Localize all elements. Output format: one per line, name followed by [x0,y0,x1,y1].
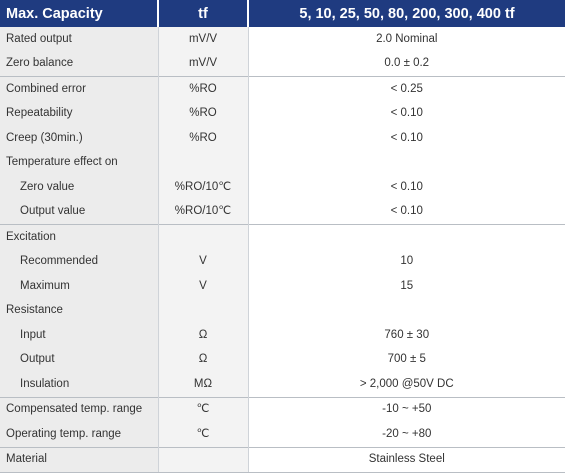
row-value: 2.0 Nominal [248,27,565,52]
row-label: Recommended [0,249,159,274]
row-label: Creep (30min.) [0,126,159,151]
row-value: 760 ± 30 [248,323,565,348]
header-max-capacity: Max. Capacity [0,0,159,27]
row-resistance-heading: Resistance [0,298,565,323]
row-unit: %RO [158,126,249,151]
row-rated-output: Rated output mV/V 2.0 Nominal [0,27,565,52]
row-unit [158,298,249,323]
row-repeatability: Repeatability %RO < 0.10 [0,101,565,126]
row-value: > 2,000 @50V DC [248,372,565,397]
row-unit: Ω [158,347,249,372]
row-label: Rated output [0,27,159,52]
row-zero-balance: Zero balance mV/V 0.0 ± 0.2 [0,51,565,77]
row-creep: Creep (30min.) %RO < 0.10 [0,126,565,151]
row-label: Material [0,446,159,473]
row-unit: mV/V [158,27,249,52]
row-unit [158,150,249,175]
row-value: 700 ± 5 [248,347,565,372]
row-unit [158,446,249,473]
row-value [248,150,565,175]
row-label: Repeatability [0,101,159,126]
row-unit: ℃ [158,422,249,447]
row-value: < 0.10 [248,175,565,200]
row-value: -20 ~ +80 [248,422,565,447]
row-label: Temperature effect on [0,150,159,175]
row-label: Input [0,323,159,348]
row-value: 0.0 ± 0.2 [248,51,565,77]
row-unit [158,224,249,250]
row-value: 15 [248,274,565,299]
row-unit: ℃ [158,396,249,422]
row-combined-error: Combined error %RO < 0.25 [0,76,565,102]
row-value: < 0.25 [248,76,565,102]
row-excitation-maximum: Maximum V 15 [0,274,565,299]
row-temperature-effect-heading: Temperature effect on [0,150,565,175]
row-label: Compensated temp. range [0,396,159,422]
row-unit: %RO/10℃ [158,175,249,200]
row-unit: Ω [158,323,249,348]
row-label: Zero balance [0,51,159,77]
header-capacities: 5, 10, 25, 50, 80, 200, 300, 400 tf [248,0,565,27]
row-excitation-heading: Excitation [0,224,565,250]
row-unit: %RO [158,76,249,102]
row-value [248,224,565,250]
header-row: Max. Capacity tf 5, 10, 25, 50, 80, 200,… [0,0,565,27]
row-temp-output-value: Output value %RO/10℃ < 0.10 [0,199,565,225]
row-label: Combined error [0,76,159,102]
row-value: -10 ~ +50 [248,396,565,422]
row-label: Zero value [0,175,159,200]
row-unit: %RO [158,101,249,126]
row-unit: V [158,274,249,299]
row-value: < 0.10 [248,101,565,126]
row-label: Resistance [0,298,159,323]
row-excitation-recommended: Recommended V 10 [0,249,565,274]
row-resistance-output: Output Ω 700 ± 5 [0,347,565,372]
row-label: Output value [0,199,159,225]
row-unit: mV/V [158,51,249,77]
row-value: 10 [248,249,565,274]
row-label: Excitation [0,224,159,250]
row-label: Insulation [0,372,159,397]
row-material: Material Stainless Steel [0,446,565,473]
row-unit: V [158,249,249,274]
row-value [248,298,565,323]
row-label: Maximum [0,274,159,299]
row-value: Stainless Steel [248,446,565,473]
row-label: Operating temp. range [0,422,159,447]
row-resistance-insulation: Insulation MΩ > 2,000 @50V DC [0,372,565,397]
row-resistance-input: Input Ω 760 ± 30 [0,323,565,348]
row-value: < 0.10 [248,126,565,151]
row-temp-zero-value: Zero value %RO/10℃ < 0.10 [0,175,565,200]
row-value: < 0.10 [248,199,565,225]
header-unit: tf [158,0,249,27]
row-label: Output [0,347,159,372]
row-compensated-temp-range: Compensated temp. range ℃ -10 ~ +50 [0,396,565,422]
row-unit: %RO/10℃ [158,199,249,225]
row-unit: MΩ [158,372,249,397]
row-operating-temp-range: Operating temp. range ℃ -20 ~ +80 [0,422,565,447]
